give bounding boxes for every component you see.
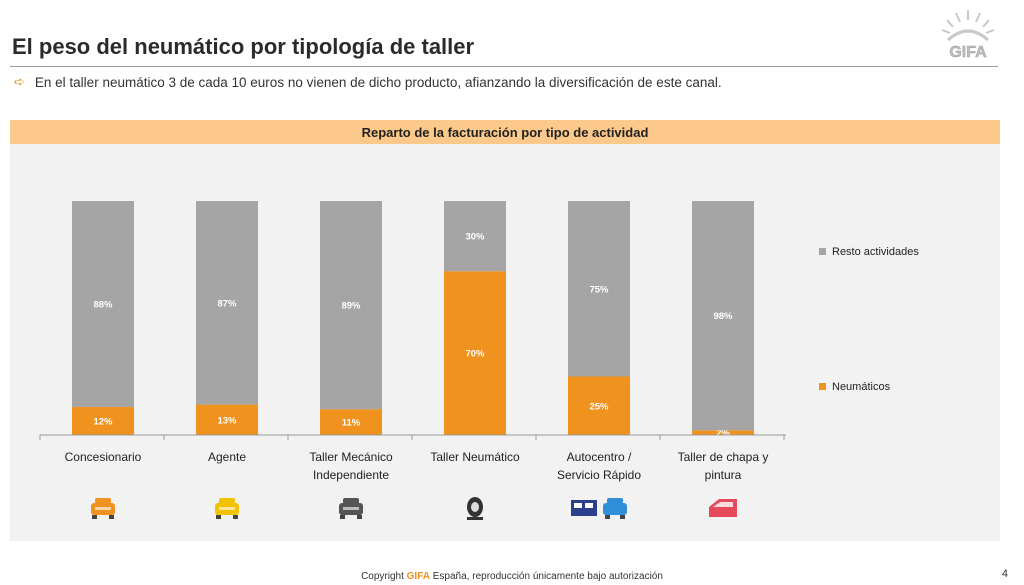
page-title: El peso del neumático por tipología de t… <box>12 34 475 59</box>
stacked-bar-chart: 12% 88% Concesionario 13% 87% Agente 11% 89% Tal… <box>39 201 919 520</box>
page-number: 4 <box>1001 568 1008 580</box>
footer-brand: GIFA <box>406 571 430 582</box>
data-label: 2% <box>716 428 730 439</box>
data-label: 70% <box>465 349 485 360</box>
footer-prefix: Copyright <box>361 571 407 582</box>
bar-resto-3 <box>444 201 506 272</box>
category-label: Independiente <box>313 468 389 482</box>
data-label: 88% <box>93 299 113 310</box>
bar-neumaticos-5 <box>692 430 754 435</box>
bar-neumaticos-4 <box>568 376 630 435</box>
bar-neumaticos-0 <box>72 406 134 435</box>
subtitle-text: En el taller neumático 3 de cada 10 euro… <box>34 74 722 90</box>
data-label: 30% <box>465 232 485 243</box>
chart-panel: Reparto de la facturación por tipo de ac… <box>10 120 1000 541</box>
car-grey-icon <box>339 498 363 519</box>
title-divider <box>10 66 998 67</box>
data-label: 75% <box>589 284 609 295</box>
arrow-bullet-icon: ➪ <box>14 74 25 89</box>
data-label: 11% <box>342 418 361 429</box>
data-label: 87% <box>217 298 237 309</box>
bar-resto-2 <box>320 201 382 410</box>
tire-icon <box>467 497 483 520</box>
car-yellow-icon <box>215 498 239 519</box>
bar-resto-5 <box>692 201 754 431</box>
data-label: 98% <box>713 311 733 322</box>
category-label: pintura <box>705 468 742 482</box>
svg-text:GIFA: GIFA <box>949 44 987 61</box>
bar-resto-4 <box>568 201 630 377</box>
van-car-icon <box>571 498 627 519</box>
legend-swatch <box>819 248 826 255</box>
bar-neumaticos-3 <box>444 271 506 435</box>
category-label: Taller de chapa y <box>678 450 769 464</box>
category-label: Taller Neumático <box>430 450 520 464</box>
car-door-icon <box>709 499 737 517</box>
category-label: Autocentro / <box>567 450 632 464</box>
footer: Copyright GIFA España, reproducción únic… <box>0 571 1024 582</box>
bar-resto-0 <box>72 201 134 407</box>
category-label: Concesionario <box>65 450 142 464</box>
footer-suffix: España, reproducción únicamente bajo aut… <box>429 571 663 582</box>
car-orange-icon <box>91 498 115 519</box>
category-label: Agente <box>208 450 246 464</box>
bar-neumaticos-1 <box>196 404 258 435</box>
bar-resto-1 <box>196 201 258 405</box>
gifa-logo: GIFA <box>936 6 1000 62</box>
legend-label: Neumáticos <box>832 381 891 393</box>
data-label: 89% <box>341 301 361 312</box>
bar-neumaticos-2 <box>320 409 382 435</box>
chart-title: Reparto de la facturación por tipo de ac… <box>10 120 1000 144</box>
data-label: 25% <box>589 401 609 412</box>
subtitle-row: ➪ En el taller neumático 3 de cada 10 eu… <box>14 74 722 90</box>
category-label: Servicio Rápido <box>557 468 641 482</box>
legend-swatch <box>819 383 826 390</box>
legend-label: Resto actividades <box>832 246 919 258</box>
data-label: 12% <box>93 416 113 427</box>
data-label: 13% <box>217 415 237 426</box>
category-label: Taller Mecánico <box>309 450 393 464</box>
